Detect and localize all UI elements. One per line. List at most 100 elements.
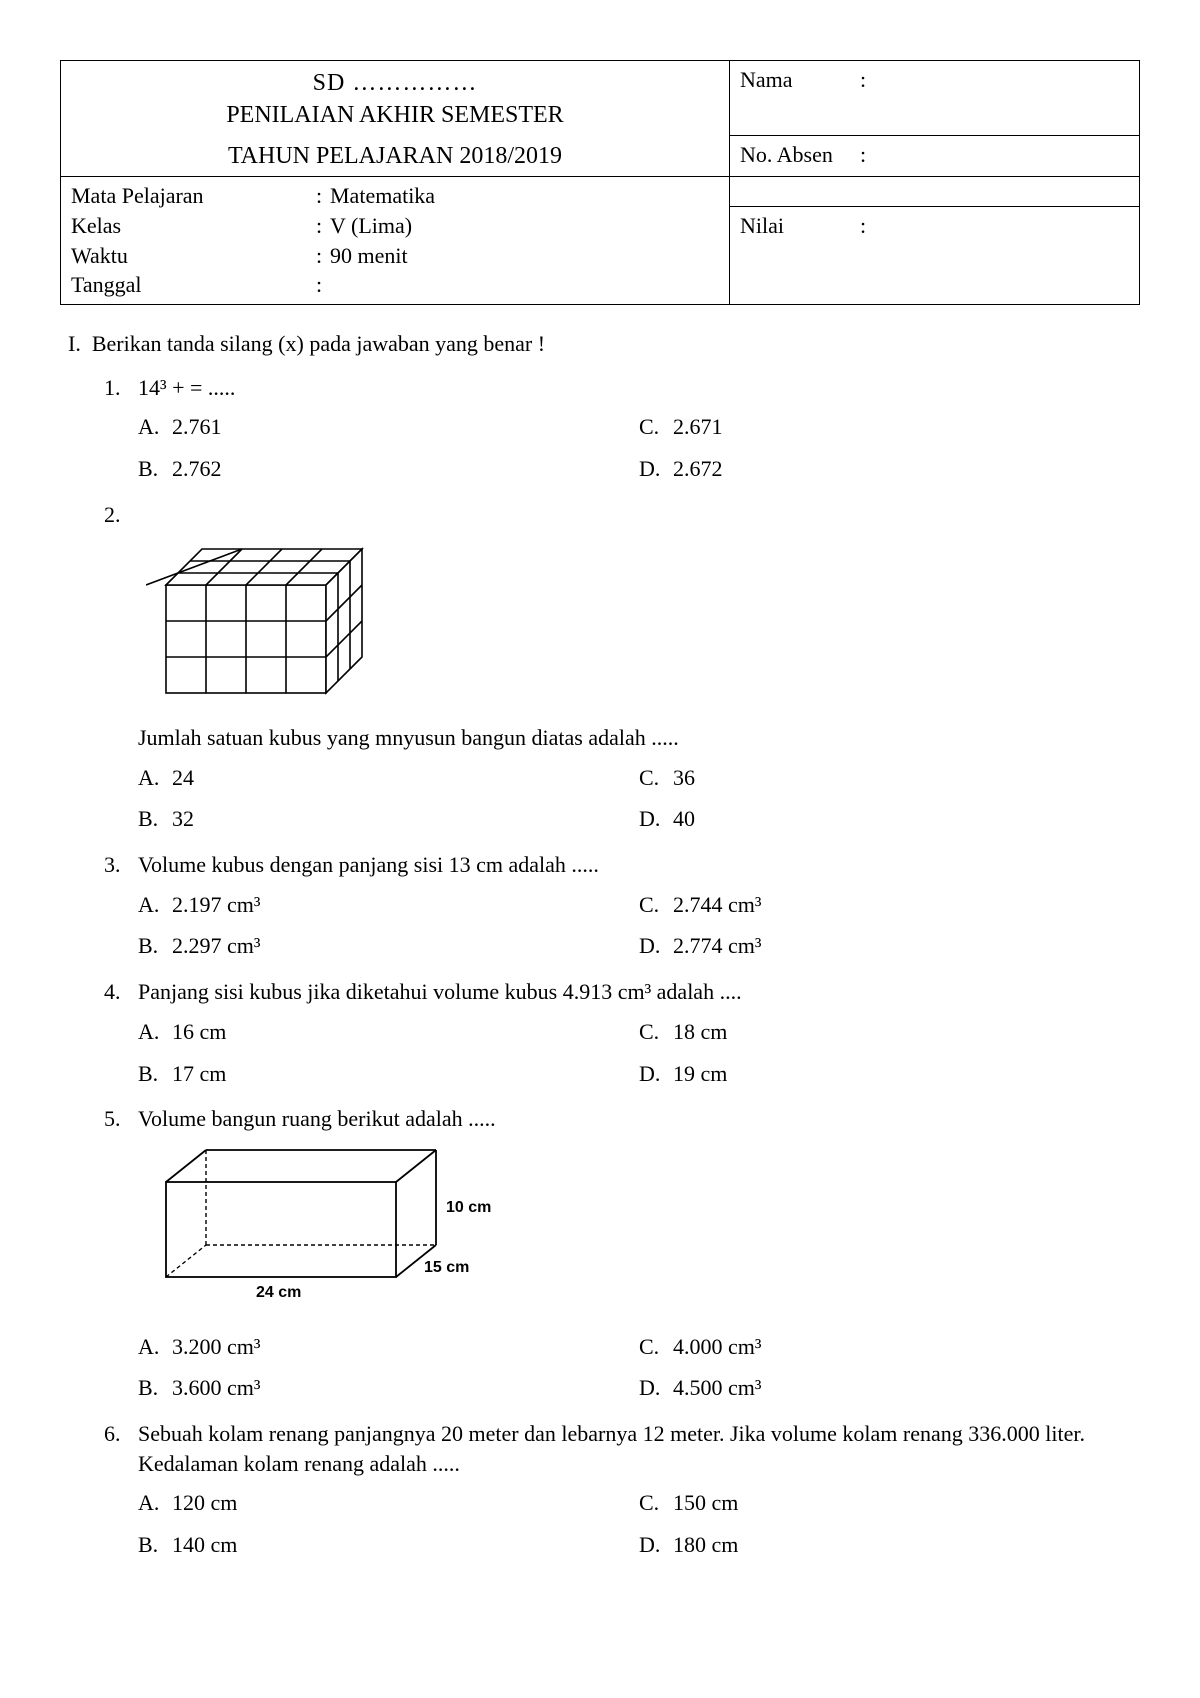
colon: : [316,211,330,241]
date-label: Tanggal [71,270,316,300]
q3-a: 2.197 cm³ [172,890,260,920]
q4-text: Panjang sisi kubus jika diketahui volume… [138,977,742,1007]
q1-text: 14³ + = ..... [138,373,235,403]
colon: : [316,270,330,300]
cuboid-diagram: 10 cm 15 cm 24 cm [104,1142,1140,1320]
q2-d: 40 [673,804,695,834]
q5-num: 5. [104,1104,138,1134]
dim-l: 24 cm [256,1284,301,1301]
q6-c: 150 cm [673,1488,738,1518]
q2-option-c: C.36 [639,757,1140,799]
option-letter-a: A. [138,1488,172,1518]
q5-d: 4.500 cm³ [673,1373,761,1403]
nilai-label: Nilai [740,211,860,241]
q6-d: 180 cm [673,1530,738,1560]
option-letter-c: C. [639,1017,673,1047]
subject-label: Mata Pelajaran [71,181,316,211]
q6-b: 140 cm [172,1530,237,1560]
q4-option-a: A.16 cm [138,1011,639,1053]
q2-c: 36 [673,763,695,793]
q2-option-d: D.40 [639,798,1140,840]
q6-text: Sebuah kolam renang panjangnya 20 meter … [138,1419,1098,1478]
colon: : [860,140,870,170]
option-letter-d: D. [639,454,673,484]
q4-d: 19 cm [673,1059,727,1089]
question-3: 3. Volume kubus dengan panjang sisi 13 c… [104,850,1140,967]
time-label: Waktu [71,241,316,271]
colon: : [316,241,330,271]
q6-option-a: A.120 cm [138,1482,639,1524]
q5-option-b: B.3.600 cm³ [138,1367,639,1409]
exam-title-1: PENILAIAN AKHIR SEMESTER [71,99,719,131]
q4-option-b: B.17 cm [138,1053,639,1095]
option-letter-b: B. [138,454,172,484]
q5-option-a: A.3.200 cm³ [138,1326,639,1368]
q1-option-a: A.2.761 [138,406,639,448]
q4-option-c: C.18 cm [639,1011,1140,1053]
q1-option-c: C.2.671 [639,406,1140,448]
exam-title-2: TAHUN PELAJARAN 2018/2019 [71,140,719,172]
q3-c: 2.744 cm³ [673,890,761,920]
option-letter-a: A. [138,890,172,920]
question-1: 1. 14³ + = ..... A.2.761 C.2.671 B.2.762… [104,373,1140,490]
option-letter-a: A. [138,412,172,442]
q1-a: 2.761 [172,412,222,442]
nama-label: Nama [740,65,860,95]
section-roman: I. [68,331,81,356]
q2-b: 32 [172,804,194,834]
question-4: 4. Panjang sisi kubus jika diketahui vol… [104,977,1140,1094]
q4-a: 16 cm [172,1017,226,1047]
q5-option-d: D.4.500 cm³ [639,1367,1140,1409]
q1-option-d: D.2.672 [639,448,1140,490]
class-label: Kelas [71,211,316,241]
option-letter-b: B. [138,931,172,961]
q6-option-b: B.140 cm [138,1524,639,1566]
dim-h: 10 cm [446,1199,491,1216]
q6-option-c: C.150 cm [639,1482,1140,1524]
option-letter-a: A. [138,1017,172,1047]
q3-option-c: C.2.744 cm³ [639,884,1140,926]
option-letter-c: C. [639,412,673,442]
option-letter-b: B. [138,804,172,834]
cube-diagram [104,535,1140,713]
question-2: 2. [104,500,1140,840]
option-letter-c: C. [639,763,673,793]
q4-option-d: D.19 cm [639,1053,1140,1095]
time-value: 90 menit [330,241,408,271]
colon: : [860,65,870,95]
q4-c: 18 cm [673,1017,727,1047]
option-letter-a: A. [138,1332,172,1362]
option-letter-d: D. [639,804,673,834]
q2-subtext: Jumlah satuan kubus yang mnyusun bangun … [104,723,1140,753]
option-letter-d: D. [639,1530,673,1560]
q5-b: 3.600 cm³ [172,1373,260,1403]
q3-b: 2.297 cm³ [172,931,260,961]
q1-option-b: B.2.762 [138,448,639,490]
q1-d: 2.672 [673,454,723,484]
absen-label: No. Absen [740,140,860,170]
option-letter-b: B. [138,1373,172,1403]
q6-option-d: D.180 cm [639,1524,1140,1566]
option-letter-c: C. [639,1488,673,1518]
q4-num: 4. [104,977,138,1007]
q5-a: 3.200 cm³ [172,1332,260,1362]
q3-d: 2.774 cm³ [673,931,761,961]
question-5: 5. Volume bangun ruang berikut adalah ..… [104,1104,1140,1409]
q6-num: 6. [104,1419,138,1478]
q4-b: 17 cm [172,1059,226,1089]
option-letter-d: D. [639,931,673,961]
header-table: SD …………… PENILAIAN AKHIR SEMESTER Nama :… [60,60,1140,305]
dim-w: 15 cm [424,1259,469,1276]
q2-option-a: A.24 [138,757,639,799]
q3-option-b: B.2.297 cm³ [138,925,639,967]
q5-c: 4.000 cm³ [673,1332,761,1362]
question-6: 6. Sebuah kolam renang panjangnya 20 met… [104,1419,1140,1566]
q2-a: 24 [172,763,194,793]
section-instruction: I. Berikan tanda silang (x) pada jawaban… [68,329,1140,359]
q5-option-c: C.4.000 cm³ [639,1326,1140,1368]
option-letter-b: B. [138,1530,172,1560]
class-value: V (Lima) [330,211,412,241]
section-text: Berikan tanda silang (x) pada jawaban ya… [92,331,545,356]
q1-c: 2.671 [673,412,723,442]
option-letter-c: C. [639,890,673,920]
